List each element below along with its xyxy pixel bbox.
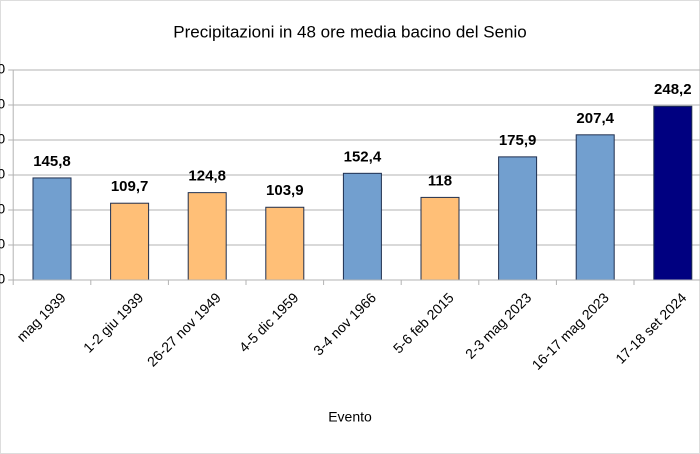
- y-tick-label: 250: [0, 96, 5, 112]
- bar: [32, 177, 72, 281]
- bar: [265, 206, 305, 281]
- bar: [653, 105, 693, 281]
- bar: [187, 192, 227, 281]
- value-label: 124,8: [188, 168, 226, 185]
- bar: [498, 156, 538, 281]
- value-label: 207,4: [576, 110, 614, 127]
- y-tick-label: 0: [0, 271, 5, 287]
- bar: [420, 196, 460, 281]
- y-tick-label: 50: [0, 236, 5, 252]
- value-label: 248,2: [654, 81, 692, 98]
- value-label: 118: [428, 172, 452, 189]
- bar: [110, 202, 150, 281]
- bar: [342, 172, 382, 281]
- value-label: 152,4: [344, 148, 382, 165]
- value-label: 175,9: [499, 132, 537, 149]
- y-tick-label: 150: [0, 166, 5, 182]
- y-tick-label: 200: [0, 131, 5, 147]
- value-label: 109,7: [111, 178, 149, 195]
- y-tick-label: 100: [0, 201, 5, 217]
- x-axis-label: Evento: [328, 409, 372, 425]
- y-tick-label: 300: [0, 61, 5, 77]
- value-label: 145,8: [33, 153, 71, 170]
- bar: [575, 134, 615, 281]
- chart-title: Precipitazioni in 48 ore media bacino de…: [173, 22, 526, 41]
- value-label: 103,9: [266, 182, 304, 199]
